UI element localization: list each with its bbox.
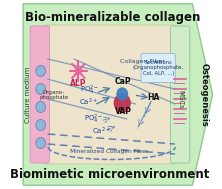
Circle shape (36, 66, 46, 77)
Circle shape (36, 84, 46, 94)
Circle shape (117, 88, 127, 100)
FancyBboxPatch shape (30, 26, 50, 163)
Text: Osteogenesis: Osteogenesis (199, 63, 208, 127)
Text: Biomimetic microenvironment: Biomimetic microenvironment (10, 167, 210, 180)
Text: MSCs: MSCs (177, 90, 183, 108)
FancyBboxPatch shape (170, 26, 190, 163)
Text: Organo-
phosphate: Organo- phosphate (39, 90, 68, 100)
Text: ALP: ALP (70, 80, 87, 88)
Text: PO$_4^{2-}$: PO$_4^{2-}$ (85, 112, 104, 126)
Text: Culture medium: Culture medium (26, 67, 32, 123)
Polygon shape (23, 4, 213, 185)
Text: Ca$^{2+}$: Ca$^{2+}$ (92, 125, 111, 137)
Text: Ca$^{2+}$: Ca$^{2+}$ (79, 96, 97, 108)
Text: Mineralized Collagen Fiber: Mineralized Collagen Fiber (70, 149, 148, 153)
Text: HA: HA (148, 92, 160, 101)
Text: CaP: CaP (115, 77, 131, 87)
Text: PO$_4^{2-}$: PO$_4^{2-}$ (80, 83, 99, 97)
Text: Bio-mineralizable collagen: Bio-mineralizable collagen (25, 11, 200, 23)
Circle shape (114, 94, 130, 112)
Text: Secretions
(Organophosphate,
Col, ALP, ...): Secretions (Organophosphate, Col, ALP, .… (133, 60, 184, 76)
FancyBboxPatch shape (141, 53, 175, 83)
Text: Collagen Fiber: Collagen Fiber (120, 59, 165, 64)
Text: VAP: VAP (115, 106, 132, 115)
Circle shape (36, 119, 46, 130)
Circle shape (76, 68, 81, 74)
FancyBboxPatch shape (43, 25, 177, 164)
Circle shape (36, 138, 46, 149)
Circle shape (36, 101, 46, 112)
